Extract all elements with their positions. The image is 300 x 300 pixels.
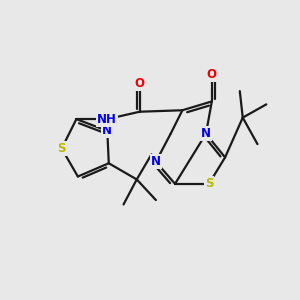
Text: N: N bbox=[151, 155, 161, 168]
Text: O: O bbox=[135, 77, 145, 90]
Text: N: N bbox=[102, 124, 112, 137]
Text: S: S bbox=[205, 177, 213, 190]
Text: O: O bbox=[207, 68, 217, 81]
Text: S: S bbox=[57, 142, 66, 155]
Text: N: N bbox=[201, 127, 211, 140]
Text: NH: NH bbox=[98, 112, 117, 126]
